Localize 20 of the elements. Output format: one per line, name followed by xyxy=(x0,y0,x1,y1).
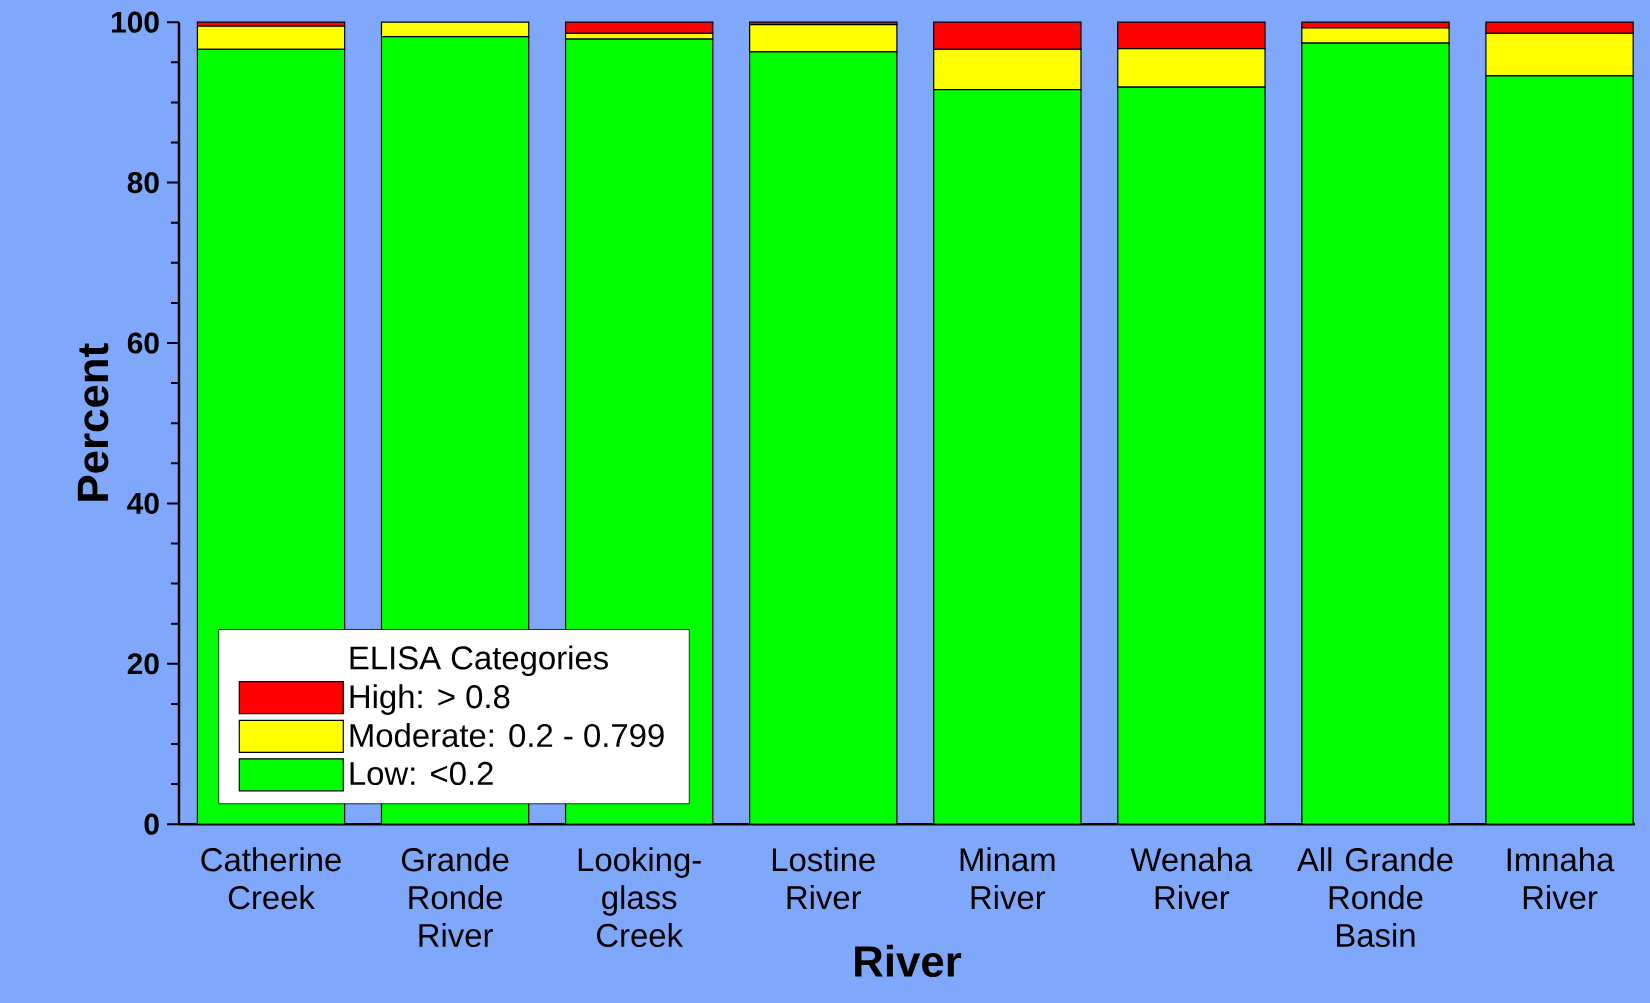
y-axis-title: Percent xyxy=(77,343,109,501)
x-tick-label: Wenaha River xyxy=(1130,847,1253,910)
x-axis-title: River xyxy=(855,944,962,977)
y-tick-label: 60 xyxy=(127,332,159,354)
x-tick-label: Looking-glass Creek xyxy=(578,847,701,948)
x-tick-label: Grande Ronde River xyxy=(401,847,509,948)
x-tick-label: All Grande Ronde Basin xyxy=(1296,847,1453,948)
x-tick-label: Lostine River xyxy=(772,847,875,910)
x-tick-label: Imnaha River xyxy=(1507,847,1615,910)
y-tick-label: 20 xyxy=(127,653,159,675)
x-tick-label: Minam River xyxy=(960,847,1055,910)
y-tick-label: 100 xyxy=(111,11,159,33)
legend-title: ELISA Categories xyxy=(350,645,608,677)
legend-label: Moderate: 0.2 - 0.799 xyxy=(350,723,664,748)
legend-label: High: > 0.8 xyxy=(350,684,510,715)
legend-label: Low: <0.2 xyxy=(350,761,493,786)
y-tick-label: 40 xyxy=(127,492,159,514)
x-tick-label: Catherine Creek xyxy=(201,847,341,910)
y-tick-label: 80 xyxy=(127,172,159,194)
y-tick-label: 0 xyxy=(144,813,159,835)
